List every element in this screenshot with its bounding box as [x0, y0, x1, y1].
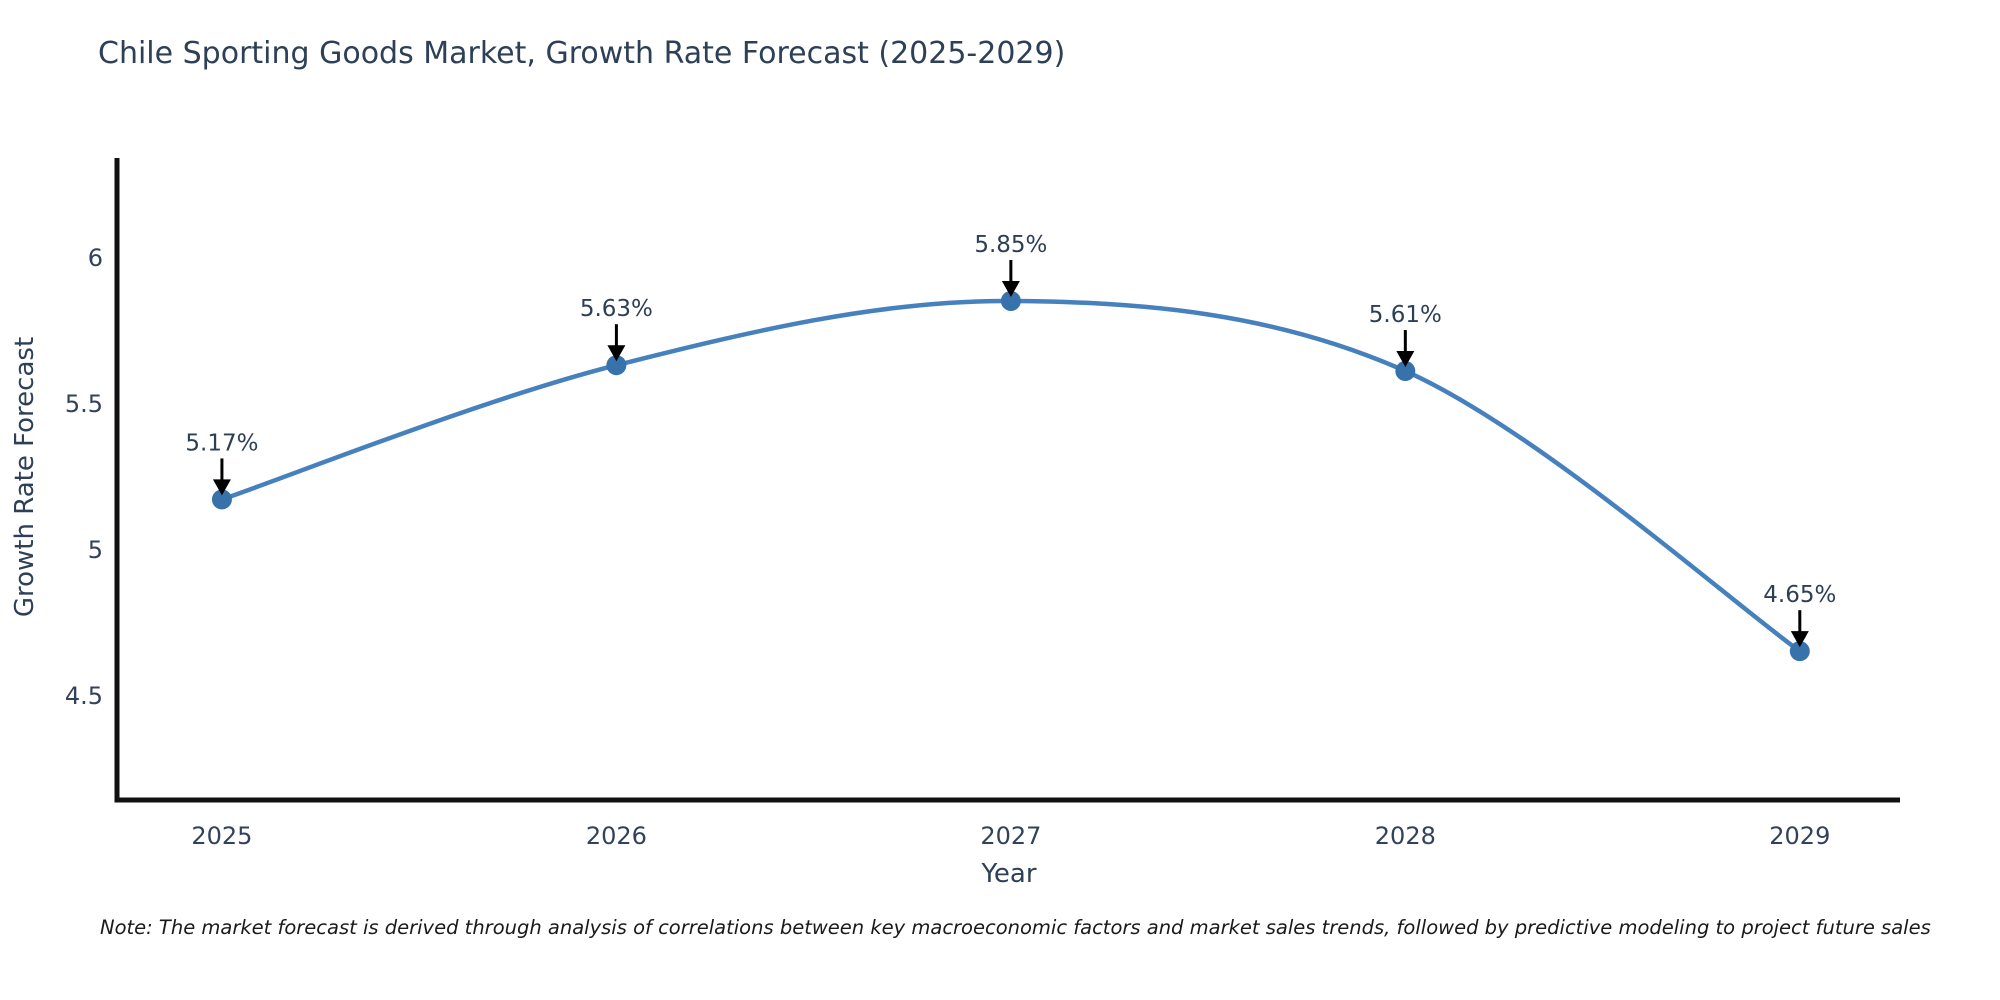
footnote: Note: The market forecast is derived thr…: [100, 916, 1931, 939]
annotation-arrow-head: [1790, 631, 1809, 648]
x-tick-label: 2025: [191, 822, 252, 850]
x-tick-label: 2028: [1375, 822, 1436, 850]
trend-line: [219, 298, 1803, 654]
x-axis-title: Year: [981, 859, 1037, 889]
annotation-arrow-head: [607, 345, 626, 362]
chart-title: Chile Sporting Goods Market, Growth Rate…: [98, 36, 1066, 71]
data-point-marker: [1395, 361, 1416, 382]
data-point-marker: [211, 489, 232, 510]
annotation-arrow-head: [212, 479, 231, 496]
data-point-marker: [1000, 290, 1021, 311]
data-point-label: 5.63%: [580, 296, 653, 322]
y-tick-label: 5: [88, 536, 103, 564]
y-tick-label: 6: [88, 244, 103, 272]
data-point-marker: [1789, 641, 1810, 662]
data-point-label: 5.61%: [1369, 302, 1442, 328]
x-tick-label: 2026: [586, 822, 647, 850]
y-tick-label: 4.5: [65, 682, 103, 710]
data-point-label: 5.85%: [974, 232, 1047, 258]
x-tick-label: 2029: [1769, 822, 1830, 850]
x-tick-label: 2027: [980, 822, 1041, 850]
data-point-label: 4.65%: [1763, 582, 1836, 608]
annotation-arrow-head: [1396, 351, 1415, 368]
y-tick-label: 5.5: [65, 390, 103, 418]
data-point-label: 5.17%: [185, 430, 258, 456]
annotation-arrow-head: [1001, 280, 1020, 297]
data-point-marker: [606, 355, 627, 376]
